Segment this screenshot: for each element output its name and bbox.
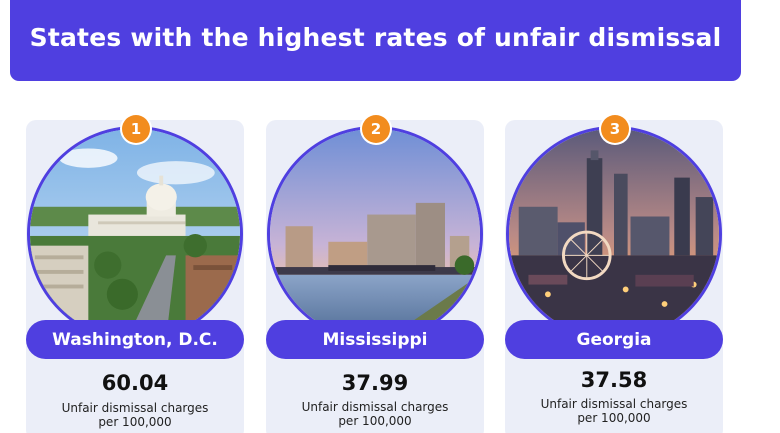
description-line-1: Unfair dismissal charges [301, 400, 449, 414]
rank-badge: 1 [122, 115, 150, 143]
state-card-washington-dc: 1 [26, 115, 244, 433]
state-name-label: Mississippi [266, 320, 484, 359]
state-name-label: Georgia [505, 320, 723, 359]
description-line-1: Unfair dismissal charges [540, 397, 688, 411]
dismissal-rate-description: Unfair dismissal charges per 100,000 [505, 397, 723, 425]
rank-badge: 2 [362, 115, 390, 143]
dismissal-rate-description: Unfair dismissal charges per 100,000 [266, 400, 484, 428]
description-line-2: per 100,000 [98, 415, 172, 429]
capitol-skyline-illustration [30, 129, 240, 339]
dismissal-rate-value: 60.04 [101, 371, 169, 395]
dismissal-rate-value: 37.58 [580, 368, 648, 392]
state-name-label: Washington, D.C. [26, 320, 244, 359]
washington-dc-photo [27, 126, 243, 342]
state-card-mississippi: 2 [266, 115, 484, 433]
dismissal-rate-description: Unfair dismissal charges per 100,000 [26, 401, 244, 429]
dismissal-rate-value: 37.99 [341, 371, 409, 395]
page-title: States with the highest rates of unfair … [29, 23, 722, 52]
rank-badge: 3 [601, 115, 629, 143]
description-line-2: per 100,000 [577, 411, 651, 425]
state-card-georgia: 3 [505, 115, 723, 433]
city-skyline-illustration [509, 129, 719, 339]
mississippi-photo [267, 126, 483, 342]
georgia-photo [506, 126, 722, 342]
riverfront-skyline-illustration [270, 129, 480, 339]
description-line-1: Unfair dismissal charges [61, 401, 209, 415]
header-banner: States with the highest rates of unfair … [10, 0, 741, 81]
description-line-2: per 100,000 [338, 414, 412, 428]
